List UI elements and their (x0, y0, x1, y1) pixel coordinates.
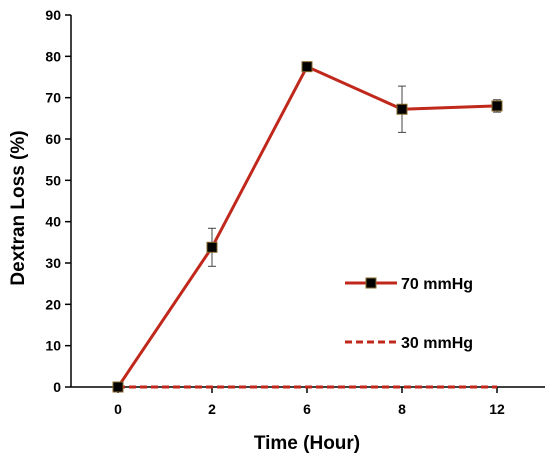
data-point (206, 241, 218, 253)
y-tick-label: 70 (45, 90, 61, 106)
y-axis-ticks: 0 10 20 30 40 50 60 70 80 90 (45, 7, 71, 395)
legend: 70 mmHg 30 mmHg (345, 276, 473, 352)
y-tick-label: 80 (45, 48, 61, 64)
x-tick-label: 2 (208, 401, 216, 417)
y-tick-label: 10 (45, 338, 61, 354)
x-tick-label: 8 (398, 401, 406, 417)
legend-label-70-mmhg: 70 mmHg (401, 276, 473, 293)
data-point (301, 61, 313, 73)
x-tick-label: 0 (114, 401, 122, 417)
data-point (396, 103, 408, 115)
y-tick-label: 50 (45, 172, 61, 188)
y-tick-label: 20 (45, 296, 61, 312)
y-tick-label: 30 (45, 255, 61, 271)
data-point (491, 100, 503, 112)
x-tick-label: 6 (303, 401, 311, 417)
legend-label-30-mmhg: 30 mmHg (401, 335, 473, 352)
y-tick-label: 40 (45, 214, 61, 230)
x-tick-label: 12 (489, 401, 505, 417)
legend-marker-70-mmhg (365, 277, 377, 289)
legend-item-30-mmhg: 30 mmHg (345, 335, 473, 352)
y-tick-label: 0 (53, 379, 61, 395)
y-tick-label: 90 (45, 7, 61, 23)
y-tick-label: 60 (45, 131, 61, 147)
data-point (112, 381, 124, 393)
y-axis-title: Dextran Loss (%) (8, 130, 29, 285)
series-layer (112, 61, 503, 393)
x-axis-ticks: 0 2 6 8 12 (114, 387, 505, 417)
legend-item-70-mmhg: 70 mmHg (345, 276, 473, 293)
x-axis-title: Time (Hour) (254, 433, 360, 454)
